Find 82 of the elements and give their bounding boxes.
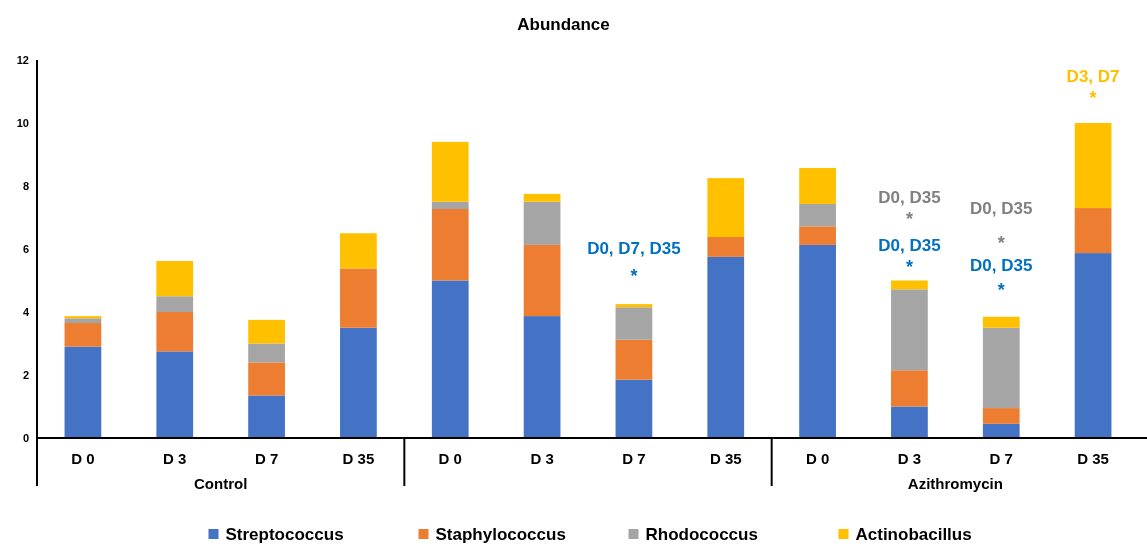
bar — [156, 312, 194, 352]
x-tick-label: D 3 — [530, 450, 554, 467]
y-tick-label: 2 — [22, 369, 29, 381]
bar — [248, 362, 285, 396]
bar — [891, 406, 928, 438]
x-tick-label: D 7 — [254, 450, 279, 467]
bar — [156, 351, 194, 438]
x-tick-label: D 0 — [438, 450, 462, 467]
y-tick-label: 4 — [22, 306, 30, 318]
text: Control — [194, 475, 248, 492]
chart-title: Abundance — [517, 15, 610, 34]
bar — [707, 178, 745, 238]
bar — [431, 280, 469, 438]
bar — [340, 268, 377, 328]
x-tick-label: D 0 — [71, 450, 95, 467]
bar — [615, 304, 653, 308]
legend-label: Streptococcus — [225, 525, 344, 544]
bar — [156, 260, 194, 297]
y-tick-label: 8 — [22, 180, 29, 192]
legend-label: Rhodococcus — [645, 525, 758, 544]
bar — [707, 237, 745, 257]
annotation: D3, D7 — [1066, 67, 1120, 87]
bar — [156, 296, 194, 312]
bar — [615, 307, 653, 340]
bar — [431, 141, 469, 202]
bar — [248, 319, 285, 344]
y-tick-label: 10 — [16, 117, 29, 129]
annotation: * — [1089, 88, 1097, 109]
annotation: D0, D7, D35 — [587, 238, 681, 258]
bar — [1074, 208, 1112, 254]
bar — [64, 346, 102, 438]
bar — [248, 343, 285, 363]
bar — [707, 256, 745, 438]
bar — [523, 193, 561, 202]
x-tick-label: D 35 — [1077, 450, 1109, 467]
text: Azithromycin — [907, 475, 1003, 492]
bar — [64, 318, 102, 324]
bar — [523, 244, 561, 317]
x-tick-label: D 7 — [622, 450, 646, 467]
legend-label: Staphylococcus — [435, 525, 566, 544]
bar — [982, 423, 1020, 438]
bar — [64, 323, 102, 347]
x-tick-label: D 35 — [709, 450, 742, 467]
bar — [982, 408, 1020, 424]
y-tick-label: 0 — [22, 432, 29, 444]
bar — [615, 339, 653, 380]
bar — [431, 201, 469, 209]
y-tick-label: 6 — [22, 243, 29, 255]
bar — [248, 395, 285, 438]
x-tick-label: D 7 — [989, 450, 1013, 467]
annotation: * — [630, 266, 638, 287]
x-tick-label: D 3 — [163, 450, 187, 467]
x-tick-label: D 3 — [897, 450, 922, 467]
legend-label: Actinobacillus — [855, 525, 972, 544]
bar — [1074, 123, 1112, 209]
annotation: * — [997, 280, 1005, 301]
bar — [891, 370, 928, 407]
bar — [340, 233, 377, 269]
bar — [523, 201, 561, 245]
annotation: D0, D35 — [878, 235, 941, 255]
annotation: * — [997, 233, 1005, 253]
annotation: D0, D35 — [970, 199, 1033, 219]
annotation: * — [905, 256, 913, 277]
bar — [1074, 253, 1112, 438]
bar — [799, 168, 836, 204]
bar — [523, 316, 561, 438]
annotation: D0, D35 — [878, 188, 941, 208]
bar — [891, 289, 928, 371]
bar — [799, 244, 836, 438]
bar — [982, 316, 1020, 328]
bar — [340, 327, 377, 438]
x-tick-label: D 35 — [342, 450, 375, 467]
bar — [799, 203, 836, 227]
bar — [982, 327, 1020, 409]
bar — [799, 226, 836, 245]
bar — [891, 280, 928, 290]
annotation: D0, D35 — [970, 256, 1033, 276]
x-tick-label: D 0 — [805, 450, 830, 467]
y-tick-label: 12 — [16, 54, 29, 66]
bar — [431, 209, 469, 281]
bar — [615, 379, 653, 438]
annotation: * — [905, 209, 913, 230]
